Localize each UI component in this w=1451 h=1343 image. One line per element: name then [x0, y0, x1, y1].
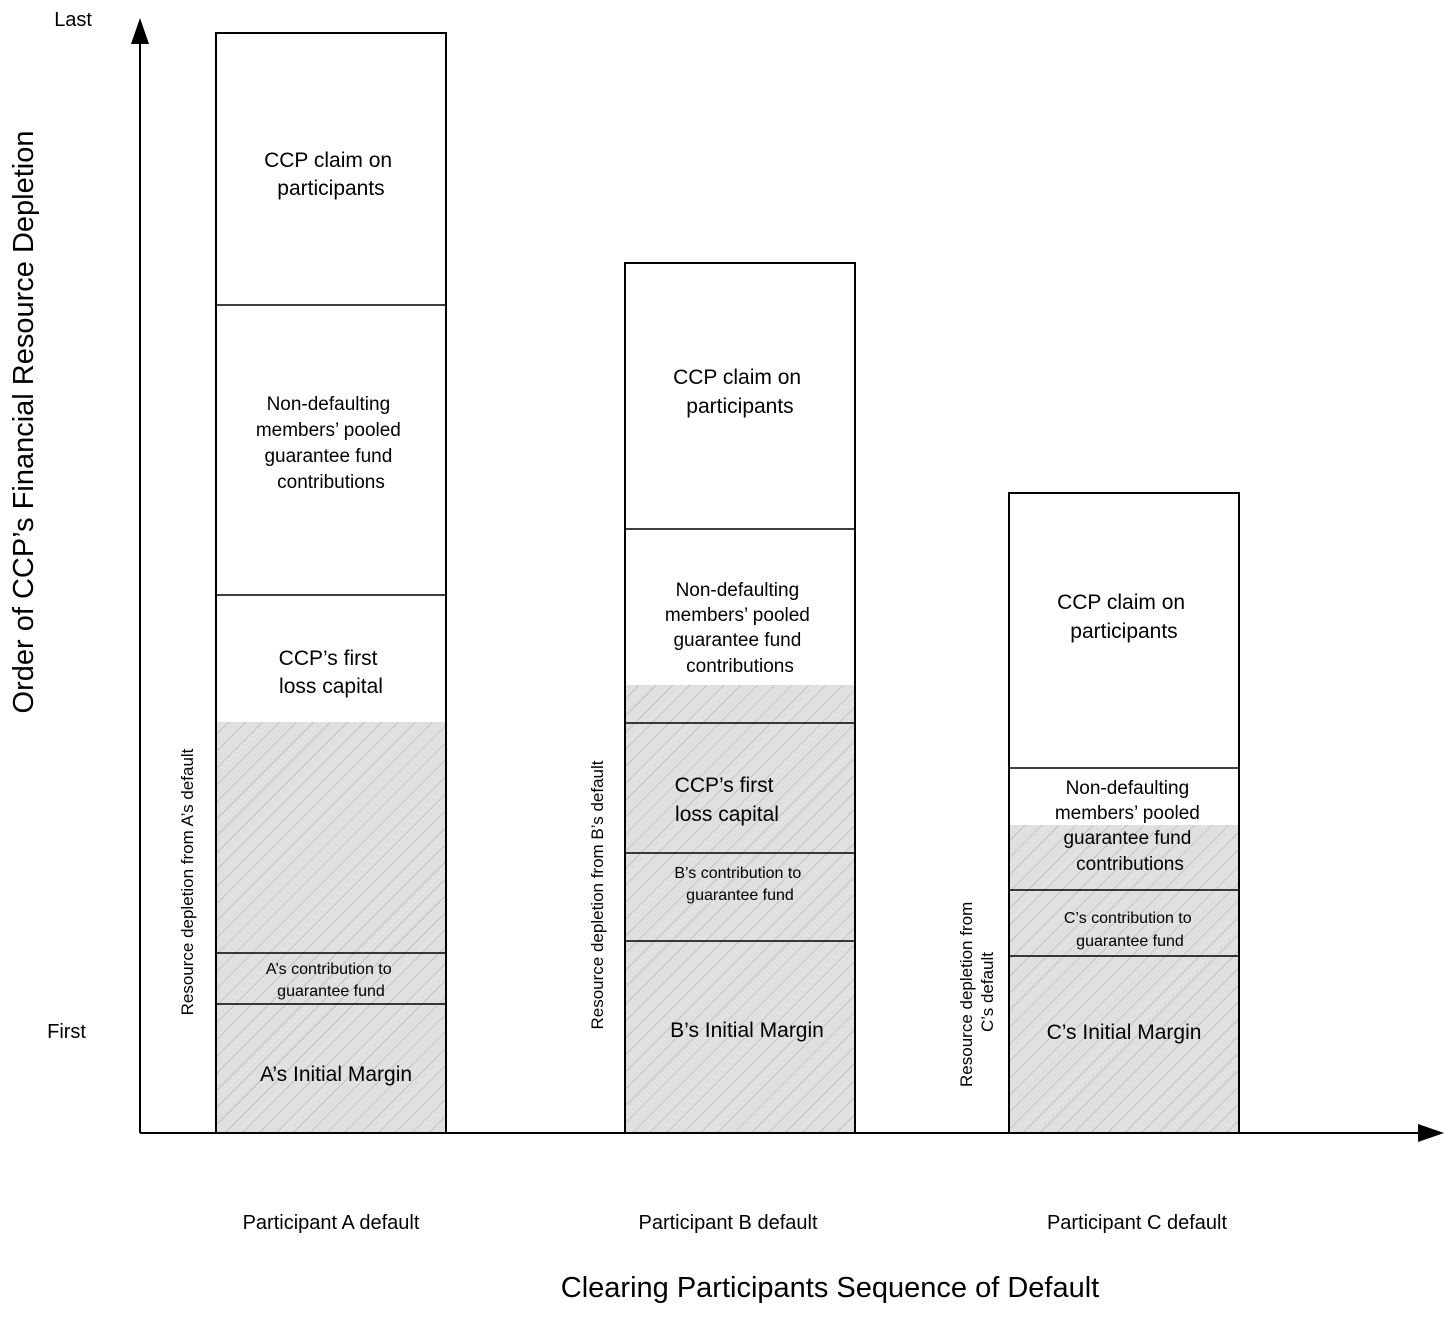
column-outline	[215, 32, 447, 1134]
block-label-initial-margin: B’s Initial Margin	[670, 1019, 824, 1042]
block-label-ccp-claim: CCP claim on participants	[673, 366, 807, 418]
block-label-first-loss-capital: CCP’s first loss capital	[675, 774, 780, 826]
block-label-initial-margin: A’s Initial Margin	[260, 1063, 412, 1086]
y-axis-arrowhead	[131, 18, 149, 44]
depletion-label: Resource depletion from B’s default	[588, 760, 607, 1029]
hatched-depletion-area	[216, 722, 446, 1133]
block-label-initial-margin: C’s Initial Margin	[1047, 1021, 1202, 1044]
x-axis-title: Clearing Participants Sequence of Defaul…	[561, 1272, 1099, 1304]
y-axis-top-label: Last	[54, 9, 92, 31]
block-label-pooled-guarantee-fund: Non-defaulting members’ pooled guarantee…	[256, 394, 406, 493]
block-label-own-guarantee-fund: C’s contribution to guarantee fund	[1064, 910, 1196, 950]
block-label-own-guarantee-fund: A’s contribution to guarantee fund	[266, 961, 396, 1000]
hatched-depletion-area	[625, 685, 855, 1133]
participant-a-label: Participant A default	[243, 1212, 420, 1234]
depletion-label: Resource depletion from C’s default	[957, 897, 997, 1087]
column-outline	[1008, 492, 1240, 1134]
block-label-first-loss-capital: CCP’s first loss capital	[279, 647, 384, 698]
depletion-label: Resource depletion from A’s default	[178, 748, 197, 1015]
participant-c-label: Participant C default	[1047, 1212, 1228, 1234]
y-axis-title: Order of CCP’s Financial Resource Deplet…	[8, 131, 40, 714]
block-label-pooled-guarantee-fund: Non-defaulting members’ pooled guarantee…	[1055, 778, 1205, 875]
y-axis-bottom-label: First	[47, 1021, 86, 1043]
block-label-ccp-claim: CCP claim on participants	[1057, 591, 1191, 643]
participant-b-label: Participant B default	[639, 1212, 818, 1234]
block-label-pooled-guarantee-fund: Non-defaulting members’ pooled guarantee…	[665, 580, 815, 677]
hatched-depletion-area	[1009, 825, 1239, 1133]
x-axis-arrowhead	[1418, 1124, 1444, 1142]
column-participant-a: CCP claim on participants Non-defaulting…	[178, 32, 447, 1234]
column-participant-c: CCP claim on participants Non-defaulting…	[957, 492, 1240, 1234]
block-label-own-guarantee-fund: B’s contribution to guarantee fund	[674, 865, 805, 904]
column-outline	[624, 262, 856, 1134]
block-label-ccp-claim: CCP claim on participants	[264, 149, 398, 200]
column-participant-b: CCP claim on participants Non-defaulting…	[588, 262, 856, 1234]
